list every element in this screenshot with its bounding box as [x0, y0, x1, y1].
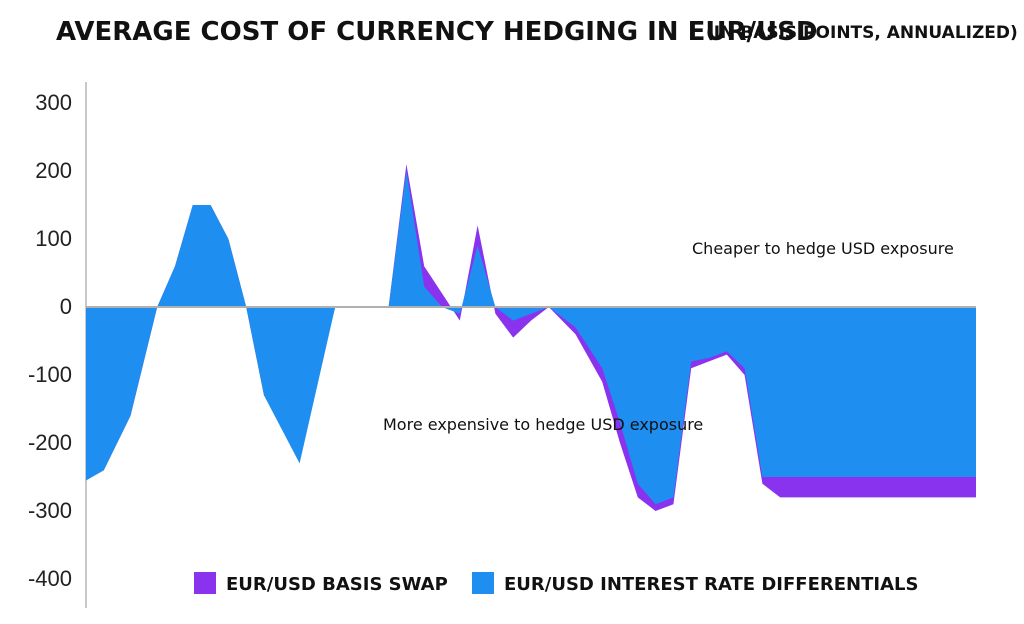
y-tick-label: -400 [28, 566, 72, 591]
y-tick-label: 100 [35, 226, 72, 251]
y-tick-label: -200 [28, 430, 72, 455]
annotation-expensive: More expensive to hedge USD exposure [383, 415, 703, 434]
y-tick-label: 200 [35, 158, 72, 183]
y-tick-label: -300 [28, 498, 72, 523]
legend-swatch-basis-swap [194, 572, 216, 594]
y-axis-ticks: 300 200 100 0 -100 -200 -300 -400 [28, 90, 72, 591]
series-layer [86, 164, 976, 511]
y-tick-label: 0 [60, 294, 72, 319]
chart-subtitle: (IN BASIS POINTS, ANNUALIZED) [706, 23, 1018, 43]
legend: EUR/USD BASIS SWAP EUR/USD INTEREST RATE… [194, 572, 918, 595]
area-series-1 [86, 171, 976, 505]
y-tick-label: -100 [28, 362, 72, 387]
y-tick-label: 300 [35, 90, 72, 115]
annotation-cheaper: Cheaper to hedge USD exposure [692, 239, 954, 258]
legend-label-basis-swap: EUR/USD BASIS SWAP [226, 574, 448, 595]
chart-title: AVERAGE COST OF CURRENCY HEDGING IN EUR/… [56, 17, 817, 47]
legend-swatch-interest-rate-differentials [472, 572, 494, 594]
legend-label-interest-rate-differentials: EUR/USD INTEREST RATE DIFFERENTIALS [504, 574, 918, 595]
area-series-0 [86, 164, 976, 511]
